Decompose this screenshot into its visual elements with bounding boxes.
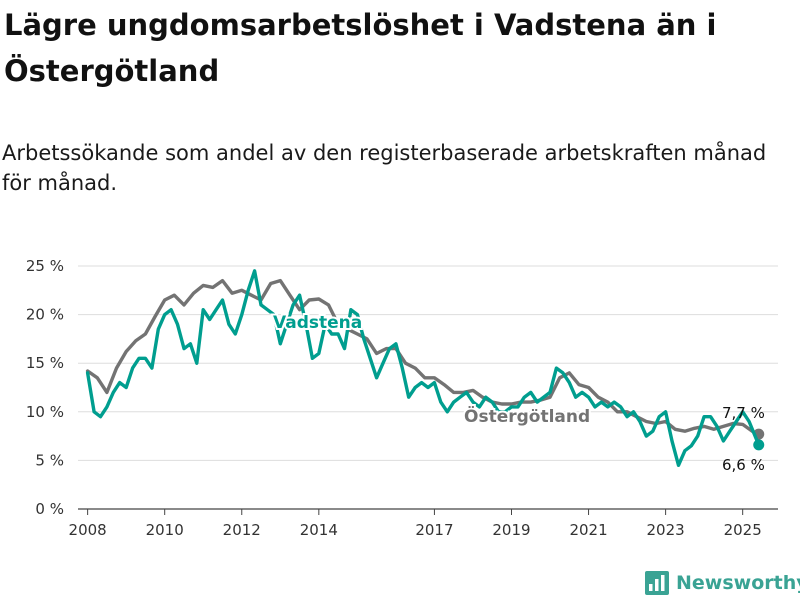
x-tick-label: 2014 — [300, 521, 338, 539]
newsworthy-logo[interactable]: Newsworthy — [645, 568, 800, 598]
brand-name: Newsworthy — [676, 572, 800, 594]
series-line-vadstena — [85, 269, 761, 467]
chart-title: Lägre ungdomsarbetslöshet i Vadstena än … — [4, 8, 717, 88]
chart-subtitle: Arbetssökande som andel av den registerb… — [2, 141, 767, 195]
x-tick-label: 2019 — [492, 521, 530, 539]
series-endpoint-vadstena — [753, 439, 765, 451]
y-tick-label: 15 % — [26, 354, 64, 372]
x-tick-label: 2021 — [569, 521, 607, 539]
bar-chart-logo-icon — [645, 571, 669, 595]
y-tick-label: 5 % — [35, 451, 64, 469]
gridlines — [78, 265, 778, 510]
y-tick-label: 0 % — [35, 500, 64, 518]
axes: 0 % 5 % 10 % 15 % 20 % 25 % 2008 2010 2012 2014 20… — [26, 257, 762, 539]
x-tick-label: 2025 — [724, 521, 762, 539]
x-tick-label: 2023 — [647, 521, 685, 539]
series-label-vadstena: Vadstena — [273, 313, 362, 333]
end-value-label-vadstena: 6,6 % — [722, 456, 765, 474]
labels: Vadstena Östergötland 7,7 % 6,6 % — [271, 311, 765, 474]
x-tick-label: 2017 — [415, 521, 453, 539]
x-tick-label: 2012 — [223, 521, 261, 539]
end-value-label-ostergotland: 7,7 % — [722, 404, 765, 422]
series-label-ostergotland: Östergötland — [464, 405, 590, 427]
series-line-ostergotland — [85, 278, 761, 436]
y-tick-label: 20 % — [26, 306, 64, 324]
x-tick-label: 2010 — [146, 521, 184, 539]
x-tick-label: 2008 — [69, 521, 107, 539]
series-lines — [85, 269, 765, 467]
y-tick-label: 10 % — [26, 403, 64, 421]
line-chart: 0 % 5 % 10 % 15 % 20 % 25 % 2008 2010 2012 2014 20… — [26, 257, 778, 539]
y-tick-label: 25 % — [26, 257, 64, 275]
